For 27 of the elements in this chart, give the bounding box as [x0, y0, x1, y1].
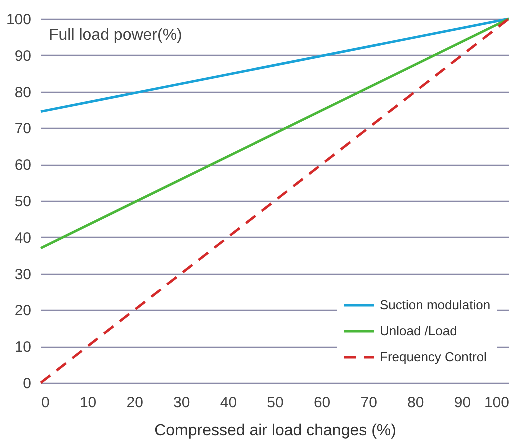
y-tick-label: 40 [14, 230, 32, 247]
legend-label: Suction modulation [380, 298, 491, 312]
y-tick-label: 100 [6, 12, 32, 28]
y-axis-title: Full load power(%) [49, 27, 182, 44]
x-tick-label: 10 [80, 394, 97, 412]
x-tick-label: 0 [42, 394, 50, 412]
x-tick-label: 30 [174, 394, 190, 412]
y-tick-label: 0 [23, 376, 32, 392]
x-tick-label: 80 [408, 394, 424, 412]
y-tick-label: 90 [14, 48, 32, 65]
y-tick-label: 70 [14, 120, 32, 138]
x-tick-label: 20 [126, 394, 144, 412]
x-tick-label: 50 [267, 394, 284, 412]
y-tick-label: 30 [14, 266, 32, 284]
y-tick-label: 10 [14, 339, 32, 356]
x-tick-label: 40 [220, 394, 238, 412]
x-tick-label: 70 [360, 394, 378, 412]
y-tick-label: 80 [14, 84, 32, 102]
x-tick-label: 100 [484, 394, 510, 412]
legend-label: Frequency Control [380, 350, 488, 364]
y-tick-label: 20 [14, 302, 32, 320]
y-tick-label: 60 [14, 157, 32, 174]
legend-label: Unload /Load [380, 324, 458, 338]
y-tick-label: 50 [14, 194, 32, 210]
x-tick-label: 90 [454, 394, 472, 412]
x-axis-title: Compressed air load changes (%) [154, 422, 396, 440]
x-tick-label: 60 [314, 394, 331, 412]
